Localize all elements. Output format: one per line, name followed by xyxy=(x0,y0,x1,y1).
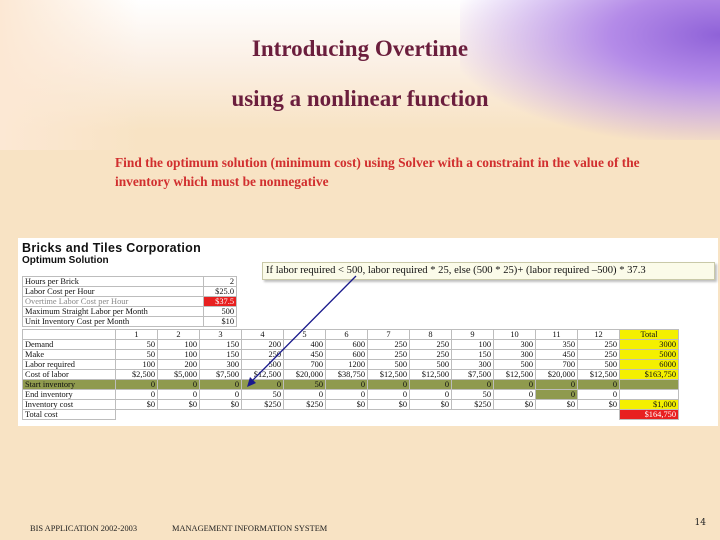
schedule-row: Labor required 100 200 300 500 700 1200 500 500 3… xyxy=(22,359,679,370)
footer-subject: MANAGEMENT INFORMATION SYSTEM xyxy=(172,524,328,533)
parameters-table: Hours per Brick 2 Labor Cost per Hour $25.0… xyxy=(22,276,237,327)
schedule-row: Make 50 100 150 250 450 600 250 250 150 300 450 250 5… xyxy=(22,349,679,360)
parameter-value: $10 xyxy=(203,316,237,327)
spreadsheet-image: Bricks and Tiles Corporation Optimum Sol… xyxy=(18,238,718,426)
slide-description: Find the optimum solution (minimum cost)… xyxy=(115,155,640,189)
schedule-table: 1 2 3 4 5 6 7 8 9 10 11 12 Total Demand 50 100 150 200 40… xyxy=(22,329,679,420)
schedule-row: End inventory 0 0 0 50 0 0 0 0 50 0 0 0 xyxy=(22,389,679,400)
footer-course: BIS APPLICATION 2002-2003 xyxy=(30,524,138,533)
page-number: 14 xyxy=(694,518,706,528)
schedule-row: Start inventory 0 0 0 0 50 0 0 0 0 0 0 0 xyxy=(22,379,679,390)
slide-title-line1: Introducing Overtime xyxy=(251,36,469,61)
schedule-row: Inventory cost $0 $0 $0 $250 $250 $0 $0 $0 $250 $0… xyxy=(22,399,679,410)
sheet-subtitle: Optimum Solution xyxy=(22,255,109,266)
sheet-title: Bricks and Tiles Corporation xyxy=(22,241,202,255)
row-label: Total cost xyxy=(22,409,116,420)
table-cell: $164,750 xyxy=(619,409,679,420)
slide-title-line2: using a nonlinear function xyxy=(231,86,489,111)
formula-callout: If labor required < 500, labor required … xyxy=(262,262,715,280)
schedule-row: Total cost $164,750 xyxy=(22,409,679,420)
background-accent-right xyxy=(460,0,720,140)
background-accent-left xyxy=(0,0,140,150)
parameter-row: Unit Inventory Cost per Month $10 xyxy=(22,316,237,327)
